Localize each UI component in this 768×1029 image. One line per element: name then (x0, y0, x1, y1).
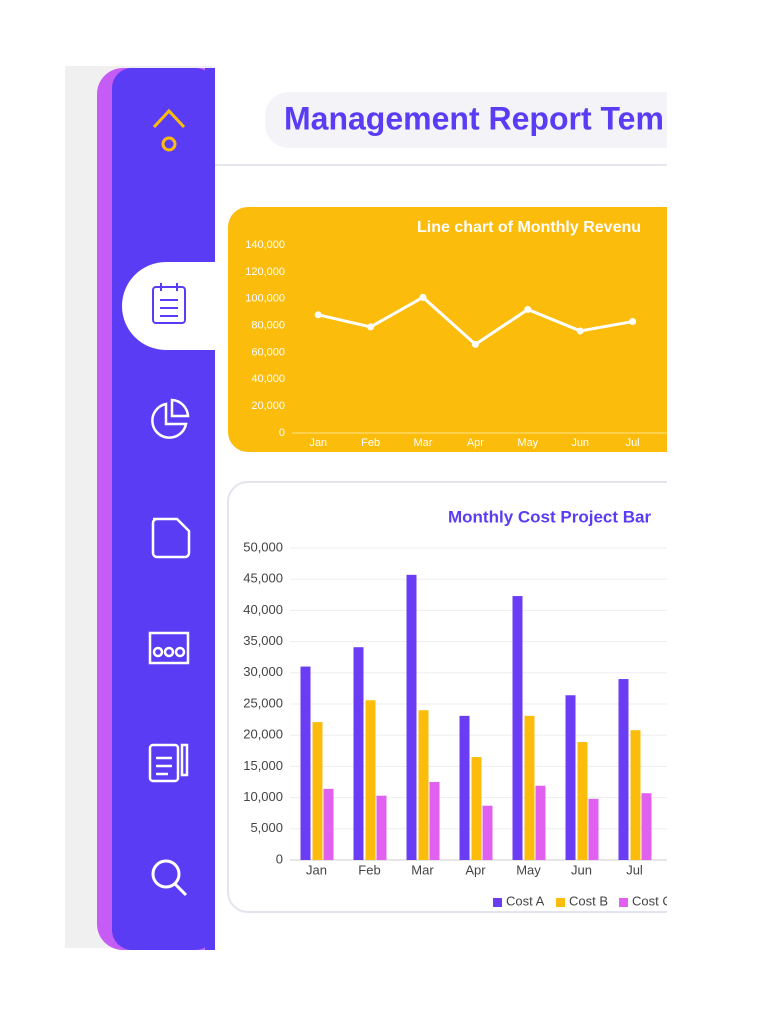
x-tick-label: Feb (358, 862, 380, 877)
bar (406, 574, 417, 860)
bar (641, 793, 652, 860)
page-title: Management Report Tem (284, 100, 664, 136)
point (419, 293, 427, 301)
x-tick-label: May (517, 437, 538, 449)
point (576, 327, 584, 335)
x-tick-label: Jul (626, 437, 640, 449)
bar (312, 722, 323, 860)
x-tick-label: Mar (411, 862, 434, 877)
bar (588, 798, 599, 860)
legend-swatch (556, 898, 565, 907)
report-icon[interactable] (152, 283, 186, 324)
bar (482, 805, 493, 860)
bar (471, 757, 482, 860)
content-area: Management Report Tem Line chart of Mont… (215, 92, 672, 913)
search-icon[interactable] (151, 859, 188, 897)
y-tick-label: 40,000 (243, 602, 283, 617)
y-tick-label: 45,000 (243, 571, 283, 586)
point (471, 340, 479, 348)
legend-label: Cost C (632, 893, 672, 908)
bar (353, 647, 364, 860)
y-tick-label: 10,000 (243, 789, 283, 804)
bar (418, 710, 429, 860)
logo (152, 108, 186, 152)
x-tick-label: Jan (306, 862, 327, 877)
y-tick-label: 20,000 (251, 400, 285, 412)
pie-icon[interactable] (151, 398, 190, 439)
bar (512, 596, 523, 860)
x-tick-label: Apr (467, 437, 484, 449)
bar (630, 730, 641, 860)
point (524, 305, 532, 313)
y-tick-label: 30,000 (243, 664, 283, 679)
y-tick-label: 25,000 (243, 695, 283, 710)
y-tick-label: 120,000 (245, 266, 285, 278)
y-tick-label: 5,000 (250, 820, 283, 835)
active-tab[interactable] (122, 262, 215, 350)
x-tick-label: Jun (571, 437, 589, 449)
bar (376, 795, 387, 860)
legend-label: Cost A (506, 893, 545, 908)
x-tick-label: Mar (414, 437, 433, 449)
bar (618, 679, 629, 860)
bar (577, 742, 588, 860)
sidebar (112, 68, 215, 950)
bar (365, 700, 376, 860)
y-tick-label: 35,000 (243, 633, 283, 648)
chart-title: Line chart of Monthly Revenu (417, 219, 641, 236)
y-tick-label: 0 (279, 427, 285, 439)
y-tick-label: 40,000 (251, 373, 285, 385)
bar (429, 782, 440, 860)
point (629, 318, 637, 326)
bar (300, 666, 311, 860)
bar (524, 715, 535, 860)
y-tick-label: 20,000 (243, 727, 283, 742)
x-tick-label: Jan (309, 437, 327, 449)
y-tick-label: 0 (276, 851, 283, 866)
notes-icon[interactable] (148, 743, 189, 783)
x-tick-label: Jul (626, 862, 643, 877)
bar (565, 695, 576, 860)
y-tick-label: 100,000 (245, 293, 285, 305)
chart-title: Monthly Cost Project Bar (448, 507, 651, 526)
bar (535, 785, 546, 860)
x-tick-label: Jun (571, 862, 592, 877)
bar-card (227, 481, 667, 913)
y-tick-label: 50,000 (243, 539, 283, 554)
team-icon[interactable] (148, 631, 190, 665)
y-tick-label: 80,000 (251, 319, 285, 331)
bar (459, 715, 470, 860)
x-tick-label: May (516, 862, 541, 877)
y-tick-label: 140,000 (245, 239, 285, 251)
header-pill (265, 92, 667, 148)
x-tick-label: Feb (361, 437, 380, 449)
x-tick-label: Apr (465, 862, 486, 877)
line-card (228, 207, 667, 452)
bar (323, 788, 334, 860)
y-tick-label: 60,000 (251, 346, 285, 358)
point (314, 311, 322, 319)
file-icon[interactable] (151, 517, 191, 559)
point (367, 323, 375, 331)
legend-label: Cost B (569, 893, 608, 908)
legend-swatch (619, 898, 628, 907)
legend-swatch (493, 898, 502, 907)
y-tick-label: 15,000 (243, 758, 283, 773)
sidebar-fill (205, 68, 215, 950)
